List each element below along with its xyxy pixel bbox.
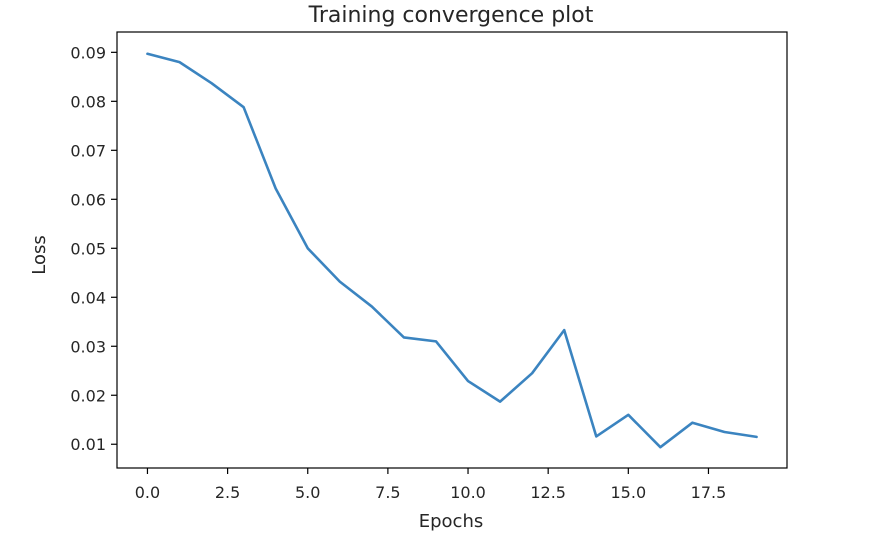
y-tick-label: 0.03 [70,337,106,356]
x-tick-label: 0.0 [135,483,160,502]
x-tick-label: 10.0 [450,483,486,502]
y-tick-label: 0.05 [70,239,106,258]
y-tick-label: 0.02 [70,386,106,405]
y-tick-label: 0.01 [70,435,106,454]
y-tick-label: 0.09 [70,43,106,62]
chart-title: Training convergence plot [308,3,594,28]
x-tick-label: 7.5 [375,483,400,502]
plot-area [116,31,788,469]
x-tick-label: 2.5 [215,483,240,502]
series-line [146,52,758,449]
x-tick-label: 12.5 [530,483,566,502]
y-tick-label: 0.07 [70,141,106,160]
x-axis-label: Epochs [419,511,484,532]
y-tick-label: 0.08 [70,92,106,111]
x-tick-label: 15.0 [611,483,647,502]
y-axis-label: Loss [29,235,50,274]
y-tick-label: 0.06 [70,190,106,209]
x-tick-label: 17.5 [691,483,727,502]
plot-frame [116,31,788,469]
x-axis: 0.0 2.5 5.0 7.5 10.0 12.5 15.0 17.5 [135,468,727,502]
y-tick-label: 0.04 [70,288,106,307]
y-axis: 0.01 0.02 0.03 0.04 0.05 0.06 0.07 0.08 0.09 [70,43,117,454]
x-tick-label: 5.0 [295,483,320,502]
